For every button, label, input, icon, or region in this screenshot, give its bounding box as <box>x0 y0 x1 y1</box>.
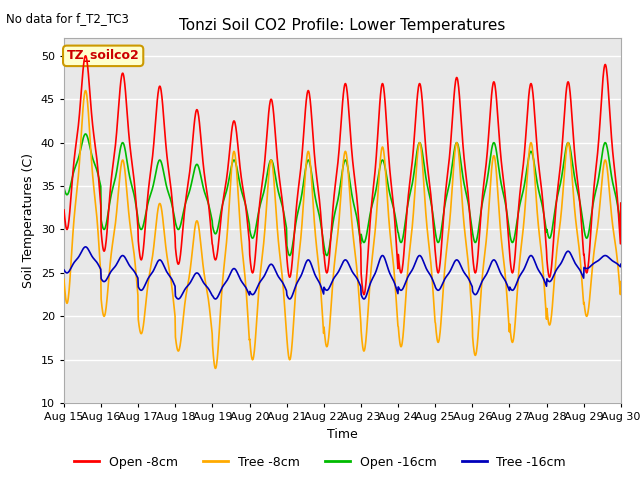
Legend: Open -8cm, Tree -8cm, Open -16cm, Tree -16cm: Open -8cm, Tree -8cm, Open -16cm, Tree -… <box>69 451 571 474</box>
Text: TZ_soilco2: TZ_soilco2 <box>67 49 140 62</box>
X-axis label: Time: Time <box>327 428 358 441</box>
Text: No data for f_T2_TC3: No data for f_T2_TC3 <box>6 12 129 25</box>
Title: Tonzi Soil CO2 Profile: Lower Temperatures: Tonzi Soil CO2 Profile: Lower Temperatur… <box>179 18 506 33</box>
Y-axis label: Soil Temperatures (C): Soil Temperatures (C) <box>22 153 35 288</box>
